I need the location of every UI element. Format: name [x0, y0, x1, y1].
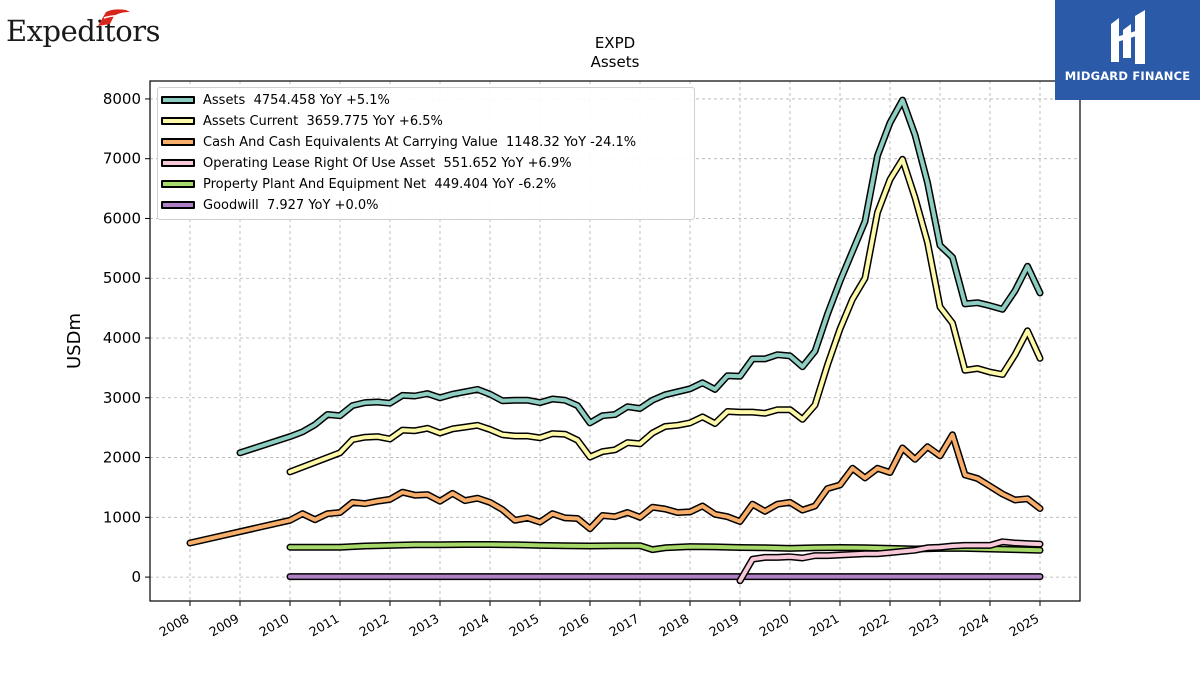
x-tick-label: 2022 [856, 611, 891, 640]
legend-label: Property Plant And Equipment Net 449.404… [203, 176, 557, 192]
series-operating-lease-right-of-use-asset [736, 538, 1044, 585]
flag-icon [98, 9, 130, 27]
x-tick-label: 2014 [456, 611, 491, 640]
legend-label: Assets 4754.458 YoY +5.1% [203, 92, 390, 108]
x-tick-label: 2011 [306, 611, 341, 640]
legend-item: Assets Current 3659.775 YoY +6.5% [158, 112, 443, 130]
y-axis: 0 1000 2000 3000 4000 5000 6000 7000 8000 [103, 90, 150, 586]
legend-label: Goodwill 7.927 YoY +0.0% [203, 197, 379, 213]
x-tick-label: 2015 [506, 611, 541, 640]
x-tick-label: 2019 [706, 611, 741, 640]
x-axis: 2008 2009 2010 2011 2012 2013 2014 2015 2016 2017… [156, 601, 1042, 640]
y-tick-label: 6000 [103, 209, 141, 227]
x-tick-label: 2012 [356, 611, 391, 640]
y-tick-label: 3000 [103, 389, 141, 407]
legend-swatch [161, 201, 195, 209]
x-tick-label: 2025 [1006, 611, 1041, 640]
y-tick-label: 2000 [103, 449, 141, 467]
series-cash-and-cash-equivalents-at-carrying-value [186, 431, 1044, 547]
x-tick-label: 2010 [256, 611, 291, 640]
legend-label: Operating Lease Right Of Use Asset 551.6… [203, 155, 572, 171]
y-tick-label: 4000 [103, 329, 141, 347]
legend-item: Goodwill 7.927 YoY +0.0% [158, 196, 378, 214]
x-tick-label: 2020 [756, 611, 791, 640]
series-line [238, 98, 1042, 455]
y-tick-label: 5000 [103, 269, 141, 287]
series-assets [236, 96, 1044, 457]
midgard-finance-logo: MIDGARD FINANCE [1055, 0, 1200, 100]
expeditors-logo-text: Expeditors [6, 14, 160, 48]
y-tick-label: 1000 [103, 508, 141, 526]
series-lines [186, 96, 1044, 585]
legend-swatch [161, 159, 195, 167]
x-tick-label: 2008 [156, 611, 191, 640]
x-tick-label: 2018 [656, 611, 691, 640]
x-tick-label: 2024 [956, 611, 991, 640]
legend-item: Property Plant And Equipment Net 449.404… [158, 175, 556, 193]
series-line [188, 432, 1042, 545]
series-line [288, 157, 1042, 474]
plot-frame [149, 80, 1081, 602]
x-tick-label: 2009 [206, 611, 241, 640]
expeditors-logo: Expeditors [6, 6, 160, 50]
chart-legend: Assets 4754.458 YoY +5.1% Assets Current… [157, 87, 695, 220]
x-tick-label: 2021 [806, 611, 841, 640]
midgard-emblem-icon [1111, 10, 1145, 64]
legend-item: Cash And Cash Equivalents At Carrying Va… [158, 133, 636, 151]
legend-item: Assets 4754.458 YoY +5.1% [158, 91, 390, 109]
midgard-finance-text: MIDGARD FINANCE [1064, 69, 1191, 83]
legend-label: Cash And Cash Equivalents At Carrying Va… [203, 134, 637, 150]
x-tick-label: 2023 [906, 611, 941, 640]
legend-swatch [161, 180, 195, 188]
chart-subtitle: Assets [591, 53, 640, 71]
legend-swatch [161, 96, 195, 104]
y-tick-label: 7000 [103, 150, 141, 168]
y-tick-label: 8000 [103, 90, 141, 108]
y-tick-label: 0 [131, 568, 141, 586]
legend-swatch [161, 117, 195, 125]
legend-swatch [161, 138, 195, 146]
series-line [738, 539, 1042, 583]
y-axis-label: USDm [64, 313, 85, 369]
x-tick-label: 2013 [406, 611, 441, 640]
x-tick-label: 2016 [556, 611, 591, 640]
x-tick-label: 2017 [606, 611, 641, 640]
legend-item: Operating Lease Right Of Use Asset 551.6… [158, 154, 572, 172]
chart-title: EXPD [595, 34, 635, 52]
legend-label: Assets Current 3659.775 YoY +6.5% [203, 113, 443, 129]
series-assets-current [286, 155, 1044, 476]
